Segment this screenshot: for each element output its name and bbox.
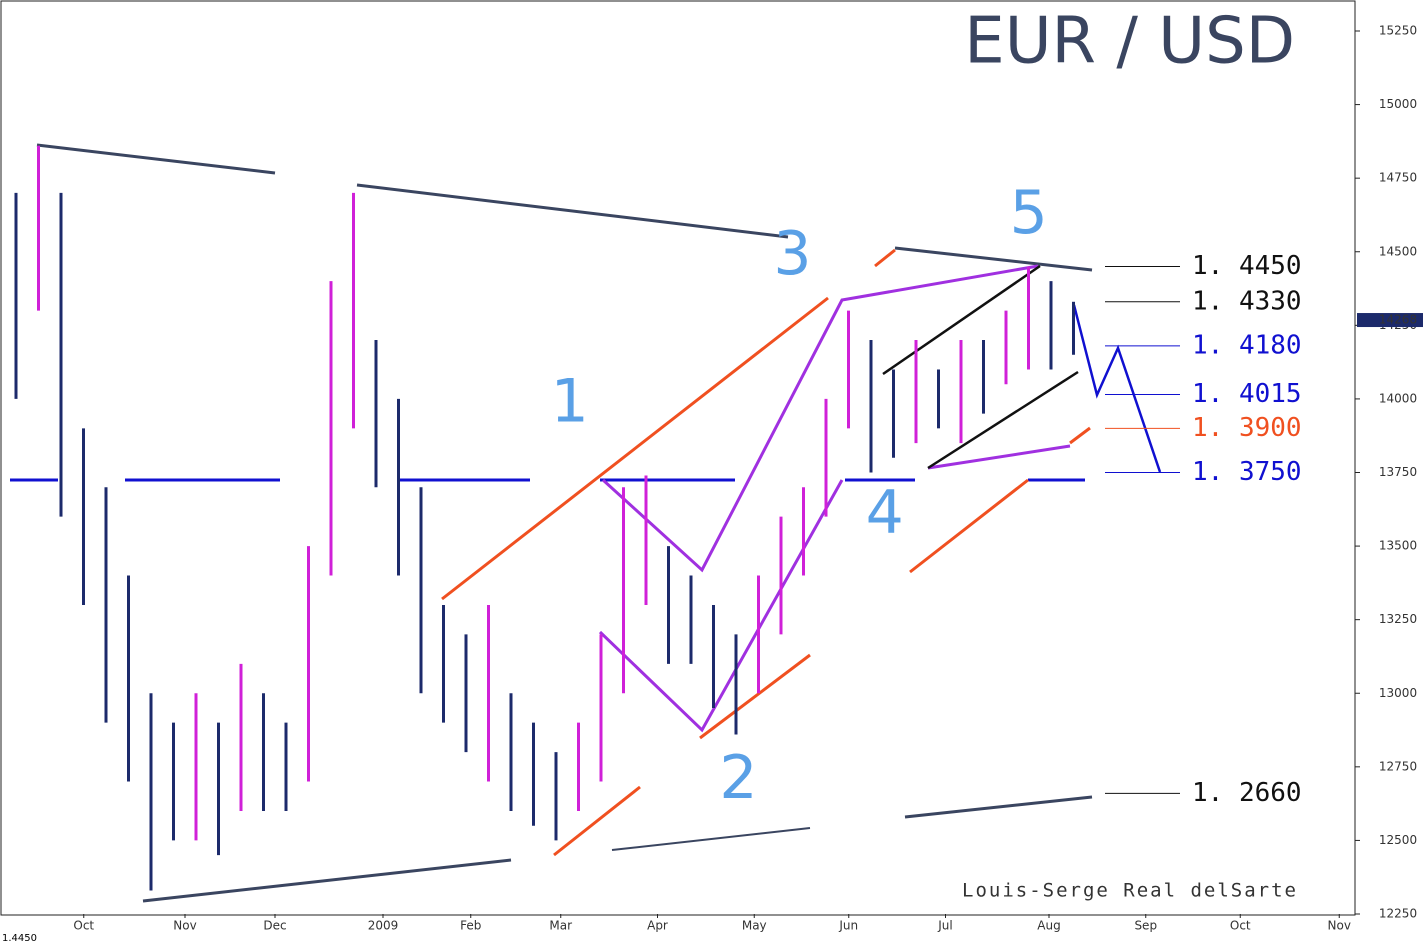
x-tick-label: 2009 bbox=[368, 919, 399, 933]
x-tick-label: Sep bbox=[1134, 919, 1157, 933]
x-tick-label: Nov bbox=[1328, 919, 1351, 933]
y-tick-label: 13750 bbox=[1379, 465, 1417, 479]
y-tick-label: 14000 bbox=[1379, 391, 1417, 405]
level-label: 1. 3750 bbox=[1192, 457, 1302, 487]
level-label: 1. 4015 bbox=[1192, 379, 1302, 409]
x-tick-label: Aug bbox=[1037, 919, 1060, 933]
y-tick-label: 15000 bbox=[1379, 97, 1417, 111]
y-tick-label: 13000 bbox=[1379, 686, 1417, 700]
plot-frame bbox=[0, 0, 1356, 916]
wave-label: 4 bbox=[866, 478, 904, 548]
level-label: 1. 3900 bbox=[1192, 413, 1302, 443]
y-tick-label: 13500 bbox=[1379, 539, 1417, 553]
x-tick-label: Oct bbox=[73, 919, 94, 933]
x-tick-label: Feb bbox=[460, 919, 481, 933]
y-tick-label: 13250 bbox=[1379, 612, 1417, 626]
y-tick-label: 12250 bbox=[1379, 907, 1417, 921]
level-label: 1. 2660 bbox=[1192, 778, 1302, 808]
wave-label: 3 bbox=[773, 219, 811, 289]
x-tick-label: Dec bbox=[263, 919, 286, 933]
x-tick-label: Apr bbox=[647, 919, 668, 933]
author: Louis-Serge Real delSarte bbox=[962, 880, 1298, 902]
wave-label: 2 bbox=[719, 743, 757, 813]
y-tick-label: 14750 bbox=[1379, 171, 1417, 185]
x-tick-label: Jun bbox=[838, 919, 858, 933]
corner-label: 1.4450 bbox=[2, 933, 37, 944]
level-label: 1. 4450 bbox=[1192, 251, 1302, 281]
last-price-box bbox=[1357, 313, 1423, 328]
wave-label: 1 bbox=[551, 366, 589, 436]
x-tick-label: Oct bbox=[1230, 919, 1251, 933]
y-tick-label: 15250 bbox=[1379, 24, 1417, 38]
y-tick-label: 12500 bbox=[1379, 833, 1417, 847]
level-label: 1. 4180 bbox=[1192, 330, 1302, 360]
x-tick-label: May bbox=[742, 919, 767, 933]
chart-title: EUR / USD bbox=[964, 5, 1295, 79]
y-tick-label: 14500 bbox=[1379, 244, 1417, 258]
y-tick-label: 12750 bbox=[1379, 759, 1417, 773]
last-price-label: 14268 bbox=[1379, 313, 1417, 327]
x-tick-label: Mar bbox=[549, 919, 572, 933]
trend-lines bbox=[10, 143, 1162, 903]
wave-label: 5 bbox=[1010, 178, 1048, 248]
x-tick-label: Jul bbox=[937, 919, 952, 933]
level-label: 1. 4330 bbox=[1192, 286, 1302, 316]
x-tick-label: Nov bbox=[173, 919, 196, 933]
